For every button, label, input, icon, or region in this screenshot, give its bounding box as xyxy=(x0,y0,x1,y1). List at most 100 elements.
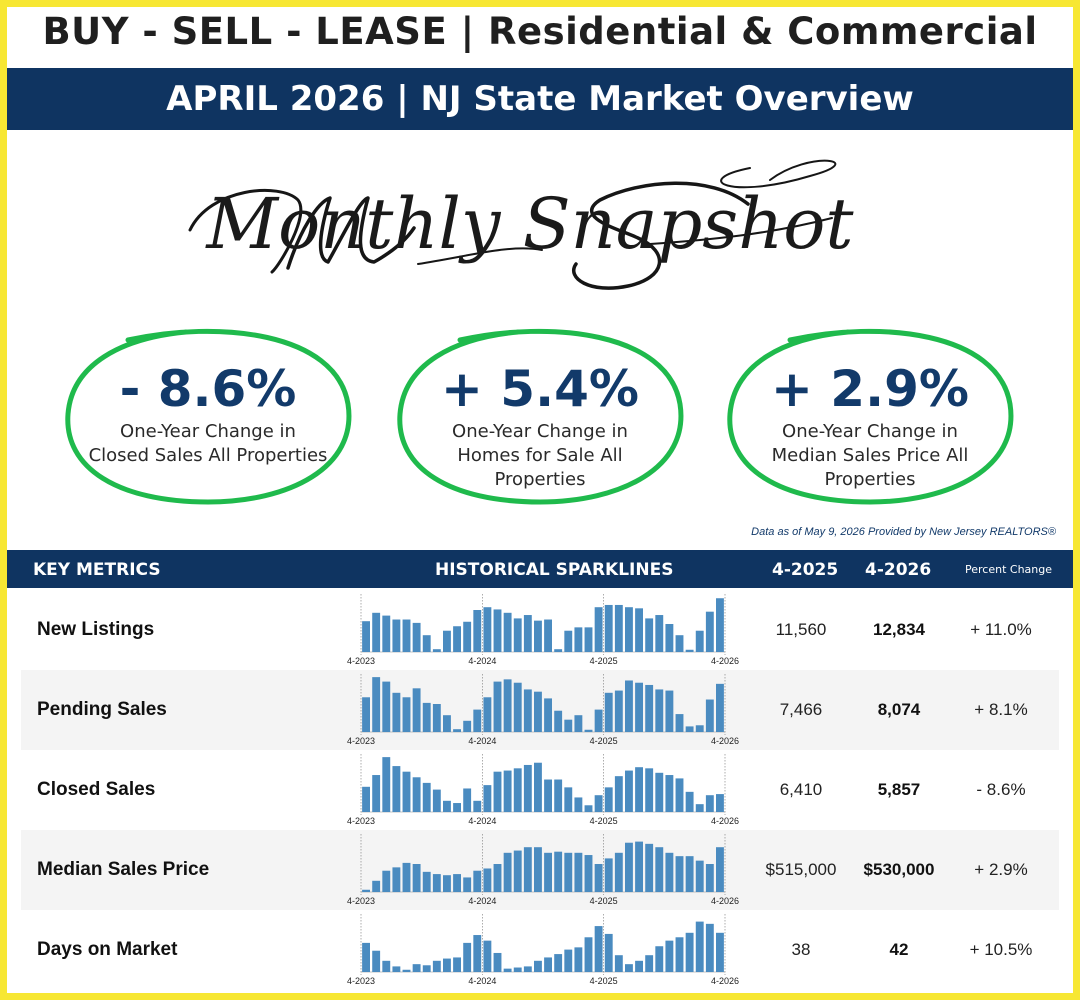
sparkline-bar xyxy=(614,604,623,652)
sparkline-bar xyxy=(625,842,633,892)
sparkline-bar xyxy=(554,779,563,812)
sparkline-bar xyxy=(584,627,593,652)
sparkline-bar xyxy=(473,800,482,812)
sparkline-bar xyxy=(473,709,482,732)
sparkline-bar xyxy=(685,856,694,892)
sparkline-tick-label: 4-2026 xyxy=(711,656,739,666)
sparkline-bar xyxy=(544,619,552,652)
sparkline-bar xyxy=(625,607,633,652)
sparkline-bar xyxy=(716,932,724,972)
sparkline-tick-label: 4-2023 xyxy=(347,656,375,666)
sparkline-bar xyxy=(382,960,391,972)
sparkline-bar xyxy=(695,725,704,732)
sparkline-bar xyxy=(392,692,401,732)
sparkline-chart: 4-2023 4-2024 4-2025 4-2026 xyxy=(347,674,739,746)
table-row: Closed Sales 4-2023 4-2024 4-2025 4-2026 6,41… xyxy=(21,750,1059,830)
sparkline-bar xyxy=(705,795,714,812)
sparkline-tick-label: 4-2024 xyxy=(468,976,496,986)
sparkline-bar xyxy=(483,940,492,972)
sparkline-bar xyxy=(564,719,573,732)
sparkline-tick-label: 4-2026 xyxy=(711,896,739,906)
sparkline-bar xyxy=(422,702,431,732)
sparkline-bar xyxy=(574,715,583,732)
sparkline-bar xyxy=(463,942,472,972)
sparkline-bar xyxy=(594,795,603,812)
percent-change: + 11.0% xyxy=(970,620,1032,639)
header-prev-period: 4-2025 xyxy=(772,560,839,580)
sparkline-bar xyxy=(574,797,583,812)
sparkline-bar xyxy=(554,851,563,892)
stat-description: One-Year Change in Closed Sales All Prop… xyxy=(88,421,328,466)
sparkline-bar xyxy=(392,966,401,972)
sparkline-bar xyxy=(362,942,370,972)
percent-change: + 8.1% xyxy=(974,700,1028,719)
sparkline-bar xyxy=(392,619,401,652)
sparkline-bar xyxy=(716,847,724,892)
sparkline-bar xyxy=(705,923,714,972)
sparkline-tick-label: 4-2026 xyxy=(711,816,739,826)
sparkline-tick-label: 4-2025 xyxy=(590,736,618,746)
stat-median-price: + 2.9% One-Year Change in Median Sales P… xyxy=(720,318,1020,508)
sparkline-bar xyxy=(372,677,381,732)
curr-value: $530,000 xyxy=(863,860,935,879)
sparkline-bar xyxy=(584,729,593,732)
sparkline-bar xyxy=(483,785,492,812)
percent-change: - 8.6% xyxy=(976,780,1026,799)
sparkline-bar xyxy=(645,843,654,892)
sparkline-bar xyxy=(503,612,512,652)
sparkline-bar xyxy=(675,635,684,652)
green-ring-icon xyxy=(65,328,352,505)
stat-value: + 5.4% xyxy=(441,360,639,418)
sparkline-bar xyxy=(635,841,643,892)
sparkline-bar xyxy=(453,729,461,732)
table-row: Pending Sales 4-2023 4-2024 4-2025 4-2026 7,4… xyxy=(21,670,1059,750)
stat-value: - 8.6% xyxy=(119,360,297,418)
metric-name: Median Sales Price xyxy=(37,859,210,880)
sparkline-bar xyxy=(362,786,370,812)
sparkline-tick-label: 4-2023 xyxy=(347,816,375,826)
sparkline-bar xyxy=(564,787,573,812)
curr-value: 12,834 xyxy=(873,620,925,639)
sparkline-bar xyxy=(513,768,522,812)
sparkline-bar xyxy=(594,926,603,972)
sparkline-bar xyxy=(483,868,492,892)
prev-value: 38 xyxy=(791,940,811,959)
sparkline-bar xyxy=(493,952,502,972)
sparkline-bar xyxy=(675,714,684,732)
sparkline-bar xyxy=(402,771,411,812)
sparkline-bar xyxy=(443,800,451,812)
percent-change: + 10.5% xyxy=(969,940,1033,959)
sparkline-bar xyxy=(362,889,370,892)
sparkline-bar xyxy=(453,874,461,892)
script-heading-text: Monthly Snapshot xyxy=(204,183,854,265)
sparkline-bar xyxy=(604,604,613,652)
sparkline-bar xyxy=(443,958,451,972)
sparkline-bar xyxy=(655,772,664,812)
sparkline-bar xyxy=(402,862,411,892)
sparkline-bar xyxy=(534,691,542,732)
sparkline-bar xyxy=(544,852,552,892)
sparkline-bar xyxy=(422,871,431,892)
sparkline-bar xyxy=(463,877,472,892)
sparkline-bar xyxy=(372,950,381,972)
prev-value: 11,560 xyxy=(775,620,827,639)
sparkline-bar xyxy=(422,782,431,812)
table-row: Days on Market 4-2023 4-2024 4-2025 4-2026 38… xyxy=(21,910,1059,990)
sparkline-tick-label: 4-2023 xyxy=(347,896,375,906)
sparkline-bar xyxy=(594,709,603,732)
sparkline-bar xyxy=(483,607,492,652)
metric-name: Closed Sales xyxy=(37,779,156,800)
sparkline-bar xyxy=(645,684,654,732)
sparkline-bar xyxy=(473,935,482,972)
monthly-snapshot-heading: Monthly Snapshot xyxy=(170,140,890,310)
sparkline-bar xyxy=(544,779,552,812)
sparkline-bar xyxy=(453,626,461,652)
sparkline-tick-label: 4-2024 xyxy=(468,656,496,666)
sparkline-bar xyxy=(493,864,502,892)
sparkline-bar xyxy=(675,778,684,812)
sparkline-bar xyxy=(463,788,472,812)
sparkline-bar xyxy=(594,607,603,652)
sparkline-bar xyxy=(705,864,714,892)
sparkline-bar xyxy=(422,635,431,652)
sparkline-bar xyxy=(422,965,431,972)
